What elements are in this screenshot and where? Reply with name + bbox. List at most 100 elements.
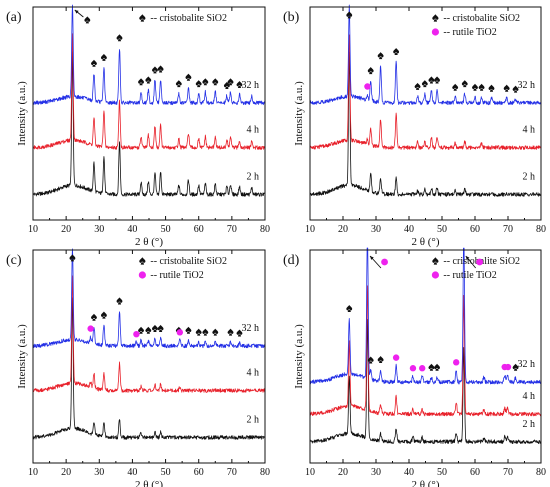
x-axis-label: 2 θ (°) — [135, 479, 163, 487]
legend-label: -- rutile TiO2 — [443, 270, 496, 281]
x-tick-label: 10 — [28, 224, 38, 235]
y-axis-label: Intensity (a.u.) — [16, 324, 28, 389]
panel-d: 2 h 4 h 32 h 10 20 30 40 50 60 70 80 2 θ (°) Intensi… — [283, 247, 546, 487]
spade-marker — [377, 356, 384, 364]
series-label: 32 h — [242, 323, 260, 334]
legend-circle-icon — [431, 271, 439, 279]
spade-marker — [236, 329, 243, 337]
series-line-2h — [309, 319, 542, 445]
rutile-marker — [419, 365, 426, 372]
spade-marker — [152, 66, 158, 74]
legend-circle-icon — [138, 271, 146, 279]
spade-marker — [377, 52, 384, 60]
series-label: 2 h — [523, 172, 536, 183]
series-line-32h — [309, 247, 542, 385]
x-tick-label: 80 — [260, 224, 270, 235]
x-tick-label: 50 — [161, 224, 171, 235]
spade-marker — [428, 76, 435, 84]
y-axis-label: Intensity (a.u.) — [16, 81, 28, 146]
series-line-32h — [32, 4, 266, 106]
x-tick-label: 20 — [61, 224, 71, 235]
x-tick-label: 80 — [536, 467, 546, 478]
x-tick-label: 70 — [227, 224, 237, 235]
peak-arrow-head — [465, 256, 470, 260]
rutile-marker — [409, 365, 417, 372]
spade-marker — [84, 16, 91, 24]
plot-frame — [309, 6, 542, 221]
rutile-marker — [87, 325, 94, 332]
spade-marker — [512, 85, 519, 93]
x-tick-label: 20 — [61, 467, 71, 478]
x-tick-label: 60 — [470, 467, 480, 478]
spade-marker — [212, 328, 219, 336]
plot-frame — [32, 249, 266, 464]
spade-marker — [91, 313, 97, 321]
spade-marker — [434, 76, 441, 84]
spade-marker — [202, 328, 209, 336]
spade-marker — [367, 356, 374, 364]
legend-spade-icon — [139, 14, 146, 22]
x-tick-label: 10 — [28, 467, 38, 478]
spade-marker — [157, 324, 164, 332]
spade-marker — [100, 53, 107, 61]
spade-marker — [157, 65, 164, 73]
spade-marker — [428, 363, 435, 371]
x-tick-label: 60 — [470, 224, 480, 235]
x-tick-label: 40 — [404, 467, 414, 478]
spade-marker — [145, 76, 152, 84]
spade-marker — [414, 82, 421, 90]
peak-arrow-head — [370, 256, 374, 260]
x-tick-label: 40 — [127, 224, 137, 235]
series-line-4h — [309, 285, 542, 417]
spade-marker — [503, 84, 510, 92]
spade-marker — [202, 78, 209, 86]
spade-marker — [488, 84, 495, 92]
rutile-marker — [504, 363, 512, 371]
series-label: 4 h — [523, 125, 536, 136]
spade-marker — [452, 83, 459, 91]
spade-marker — [227, 328, 234, 336]
spade-marker — [212, 78, 219, 86]
spade-marker — [367, 67, 374, 75]
legend-label: -- cristobalite SiO2 — [443, 13, 520, 24]
spade-marker — [175, 80, 182, 88]
x-tick-label: 70 — [503, 467, 513, 478]
x-tick-label: 70 — [227, 467, 237, 478]
spade-marker — [195, 80, 202, 88]
series-label: 32 h — [518, 80, 536, 91]
spade-marker — [472, 83, 478, 91]
rutile-marker — [381, 258, 388, 266]
series-line-4h — [32, 275, 266, 393]
series-label: 32 h — [518, 359, 536, 370]
x-tick-label: 70 — [503, 224, 513, 235]
spade-marker — [434, 363, 441, 371]
spade-marker — [236, 81, 243, 89]
series-label: 4 h — [247, 368, 260, 379]
rutile-marker — [364, 83, 371, 90]
x-tick-label: 50 — [437, 467, 447, 478]
x-tick-label: 40 — [404, 224, 414, 235]
series-line-2h — [309, 51, 542, 197]
spade-marker — [512, 363, 519, 371]
spade-marker — [152, 324, 158, 332]
legend-label: -- rutile TiO2 — [443, 27, 496, 38]
peak-arrow-head — [74, 10, 79, 14]
spade-marker — [185, 326, 192, 334]
series-line-4h — [32, 33, 266, 150]
panel-c: 2 h 4 h 32 h 10 20 30 40 50 60 70 80 2 θ (°) Intensi… — [6, 248, 270, 487]
series-line-2h — [32, 297, 266, 440]
panel-label: (d) — [283, 253, 300, 268]
x-axis-label: 2 θ (°) — [412, 479, 440, 487]
x-tick-label: 50 — [161, 467, 171, 478]
spade-marker — [421, 80, 428, 88]
spade-marker — [91, 59, 97, 67]
spade-marker — [116, 297, 123, 305]
x-tick-label: 30 — [371, 467, 381, 478]
x-tick-label: 60 — [194, 224, 204, 235]
spade-marker — [138, 326, 144, 334]
spade-marker — [69, 254, 76, 262]
x-axis-label: 2 θ (°) — [135, 236, 163, 248]
rutile-marker — [392, 354, 400, 361]
spade-marker — [223, 81, 230, 89]
